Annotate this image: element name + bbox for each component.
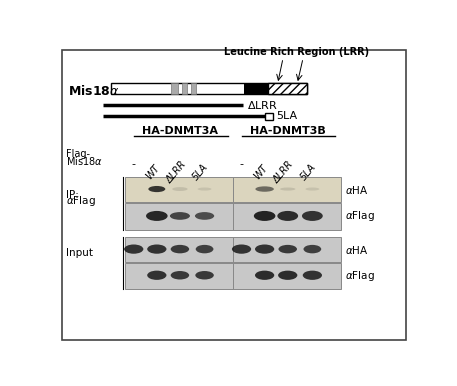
Ellipse shape bbox=[170, 271, 189, 279]
Text: Input: Input bbox=[66, 249, 93, 259]
Bar bbox=[233, 203, 341, 230]
Ellipse shape bbox=[232, 244, 251, 254]
Bar bbox=[268, 83, 307, 94]
Text: Mis18$\alpha$: Mis18$\alpha$ bbox=[68, 84, 119, 98]
Bar bbox=[182, 83, 187, 94]
Bar bbox=[125, 177, 233, 202]
Text: $\alpha$Flag: $\alpha$Flag bbox=[345, 269, 375, 283]
Bar bbox=[233, 263, 341, 289]
Text: HA-DNMT3A: HA-DNMT3A bbox=[142, 125, 218, 135]
Ellipse shape bbox=[170, 245, 189, 253]
Bar bbox=[191, 83, 196, 94]
Bar bbox=[125, 203, 233, 230]
Ellipse shape bbox=[195, 212, 214, 220]
Ellipse shape bbox=[170, 212, 190, 220]
Ellipse shape bbox=[277, 211, 298, 221]
Bar bbox=[111, 83, 307, 94]
Text: $\alpha$HA: $\alpha$HA bbox=[345, 183, 369, 196]
Text: $\alpha$Flag: $\alpha$Flag bbox=[66, 194, 96, 208]
Bar bbox=[233, 177, 341, 202]
Text: ΔLRR: ΔLRR bbox=[164, 159, 188, 185]
Ellipse shape bbox=[196, 245, 213, 253]
Ellipse shape bbox=[305, 188, 319, 191]
Ellipse shape bbox=[255, 271, 274, 280]
Ellipse shape bbox=[254, 211, 276, 221]
Ellipse shape bbox=[172, 187, 188, 191]
Text: Leucine Rich Region (LRR): Leucine Rich Region (LRR) bbox=[224, 47, 370, 57]
Ellipse shape bbox=[303, 271, 322, 280]
Bar bbox=[125, 263, 233, 289]
Text: ΔLRR: ΔLRR bbox=[272, 159, 296, 185]
Ellipse shape bbox=[146, 211, 168, 221]
Bar bbox=[233, 237, 341, 262]
Bar bbox=[266, 113, 273, 120]
Ellipse shape bbox=[302, 211, 323, 221]
Ellipse shape bbox=[149, 186, 165, 192]
Ellipse shape bbox=[197, 188, 212, 191]
Bar bbox=[244, 83, 268, 94]
Ellipse shape bbox=[303, 245, 321, 253]
Ellipse shape bbox=[147, 271, 166, 280]
Ellipse shape bbox=[278, 245, 297, 253]
Text: WT: WT bbox=[144, 163, 162, 182]
Ellipse shape bbox=[255, 186, 274, 192]
Ellipse shape bbox=[280, 188, 295, 191]
Text: 5LA: 5LA bbox=[276, 112, 298, 121]
Text: $\alpha$Flag: $\alpha$Flag bbox=[345, 210, 375, 223]
Bar bbox=[170, 83, 178, 94]
Text: Mis18$\alpha$: Mis18$\alpha$ bbox=[66, 155, 103, 167]
Ellipse shape bbox=[147, 244, 166, 254]
Text: $\Delta$LRR: $\Delta$LRR bbox=[247, 99, 278, 111]
Text: -: - bbox=[239, 159, 244, 169]
Text: 5LA: 5LA bbox=[191, 162, 210, 183]
Ellipse shape bbox=[278, 271, 298, 280]
Text: WT: WT bbox=[252, 163, 270, 182]
Text: HA-DNMT3B: HA-DNMT3B bbox=[250, 125, 325, 135]
Text: Flag-: Flag- bbox=[66, 149, 90, 159]
Text: $\alpha$HA: $\alpha$HA bbox=[345, 244, 369, 256]
Text: -: - bbox=[132, 159, 136, 169]
Ellipse shape bbox=[124, 244, 143, 254]
Text: 5LA: 5LA bbox=[299, 162, 318, 183]
Text: IP:: IP: bbox=[66, 190, 79, 200]
Ellipse shape bbox=[195, 271, 214, 279]
Bar bbox=[125, 237, 233, 262]
Ellipse shape bbox=[255, 244, 274, 254]
